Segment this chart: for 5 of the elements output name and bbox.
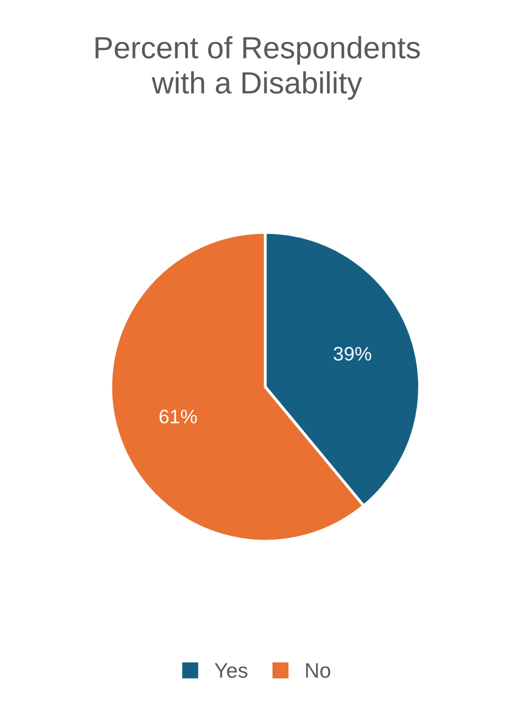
legend-label: No <box>306 663 330 678</box>
chart-title: Percent of Respondents with a Disability <box>96 36 420 100</box>
data-label: 61% <box>160 410 197 424</box>
data-label: 39% <box>334 346 372 361</box>
legend-label: Yes <box>214 663 248 678</box>
